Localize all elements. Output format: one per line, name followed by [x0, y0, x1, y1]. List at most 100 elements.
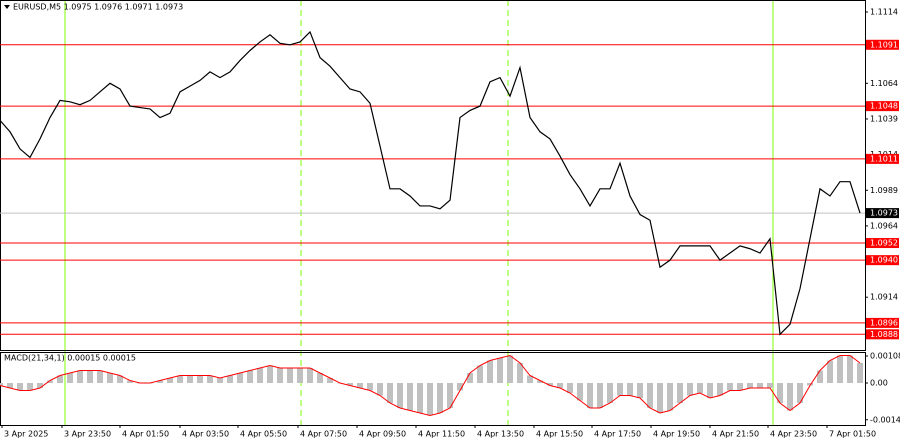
menu-arrow: [4, 5, 10, 9]
macd-bar: [347, 383, 353, 386]
x-tick-label: 4 Apr 13:50: [477, 430, 524, 439]
macd-bar: [267, 365, 273, 383]
macd-bar: [77, 370, 83, 383]
macd-frame: [0, 352, 866, 426]
macd-bar: [397, 383, 403, 408]
level-label: 1.0888: [870, 330, 898, 339]
y-tick-label: 1.1064: [870, 79, 898, 88]
macd-bar: [797, 383, 803, 403]
macd-bar: [857, 363, 863, 383]
last-price-box: [866, 208, 899, 219]
x-tick-label: 4 Apr 09:50: [359, 430, 406, 439]
macd-bar: [837, 355, 843, 383]
macd-bar: [817, 370, 823, 383]
x-tick-label: 3 Apr 2025: [4, 430, 48, 439]
price-frame: [0, 0, 866, 351]
macd-bar: [497, 358, 503, 383]
x-tick-label: 3 Apr 23:50: [64, 430, 111, 439]
macd-bar: [707, 383, 713, 398]
macd-bar: [297, 368, 303, 383]
macd-bar: [827, 360, 833, 383]
macd-bar: [157, 380, 163, 383]
macd-bar: [577, 383, 583, 401]
macd-bar: [67, 373, 73, 383]
macd-bar: [467, 373, 473, 383]
level-label-box: [866, 153, 899, 164]
x-tick-label: 4 Apr 03:50: [182, 430, 229, 439]
macd-bar: [377, 383, 383, 396]
macd-bar: [277, 368, 283, 383]
x-tick-label: 4 Apr 21:50: [712, 430, 759, 439]
macd-bar: [457, 383, 463, 391]
macd-bar: [197, 375, 203, 383]
macd-bar: [257, 368, 263, 383]
symbol-title: EURUSD,M5 1.0975 1.0976 1.0971 1.0973: [13, 3, 183, 12]
macd-bar: [227, 375, 233, 383]
macd-bar: [187, 375, 193, 383]
x-tick-label: 4 Apr 05:50: [240, 430, 287, 439]
macd-bar: [527, 375, 533, 383]
macd-bar: [357, 383, 363, 388]
level-label-box: [866, 317, 899, 328]
macd-bar: [207, 375, 213, 383]
y-tick-label: -0.00147: [870, 415, 900, 424]
macd-bar: [557, 383, 563, 388]
macd-bar: [37, 383, 43, 388]
macd-bar: [47, 380, 53, 383]
macd-bar: [637, 383, 643, 398]
macd-bar: [537, 380, 543, 383]
macd-bar: [687, 383, 693, 396]
macd-bar: [247, 370, 253, 383]
macd-bar: [87, 370, 93, 383]
y-tick-label: 0.00108: [870, 352, 900, 361]
macd-bar: [597, 383, 603, 408]
macd-bar: [27, 383, 33, 391]
macd-bar: [807, 383, 813, 386]
x-tick-label: 4 Apr 17:50: [594, 430, 641, 439]
macd-bar: [737, 383, 743, 391]
x-tick-label: 4 Apr 07:50: [300, 430, 347, 439]
macd-bar: [717, 383, 723, 396]
level-label-box: [866, 39, 899, 50]
x-tick-label: 7 Apr 01:50: [829, 430, 876, 439]
level-label: 1.1048: [870, 102, 898, 111]
macd-bar: [777, 383, 783, 403]
macd-bar: [117, 375, 123, 383]
y-tick-label: 0.00: [870, 379, 888, 388]
macd-signal: [0, 354, 861, 417]
level-label: 1.1011: [870, 154, 898, 163]
macd-bar: [627, 383, 633, 396]
macd-bar: [757, 383, 763, 388]
macd-bar: [287, 368, 293, 383]
macd-bar: [317, 373, 323, 383]
macd-bar: [97, 370, 103, 383]
macd-bar: [107, 373, 113, 383]
level-label: 1.1091: [870, 40, 898, 49]
macd-bar: [237, 373, 243, 383]
macd-bar: [667, 383, 673, 411]
macd-bar: [747, 383, 753, 388]
macd-bar: [507, 355, 513, 383]
y-tick-label: 1.0964: [870, 221, 898, 230]
macd-bar: [587, 383, 593, 408]
macd-bar: [847, 355, 853, 383]
macd-bar: [697, 383, 703, 393]
macd-bar: [617, 383, 623, 396]
macd-bar: [407, 383, 413, 411]
macd-bar: [367, 383, 373, 391]
macd-bar: [167, 378, 173, 383]
last-price-label: 1.0973: [870, 209, 898, 218]
macd-bar: [327, 378, 333, 383]
x-tick-label: 4 Apr 11:50: [418, 430, 465, 439]
macd-bar: [17, 383, 23, 391]
macd-bar: [387, 383, 393, 403]
macd-bar: [7, 383, 13, 388]
x-tick-label: 4 Apr 15:50: [536, 430, 583, 439]
macd-bar: [437, 383, 443, 413]
y-tick-label: 1.0914: [870, 293, 898, 302]
price-line: [0, 30, 861, 336]
y-tick-label: 1.1039: [870, 114, 898, 123]
macd-bar: [427, 383, 433, 416]
